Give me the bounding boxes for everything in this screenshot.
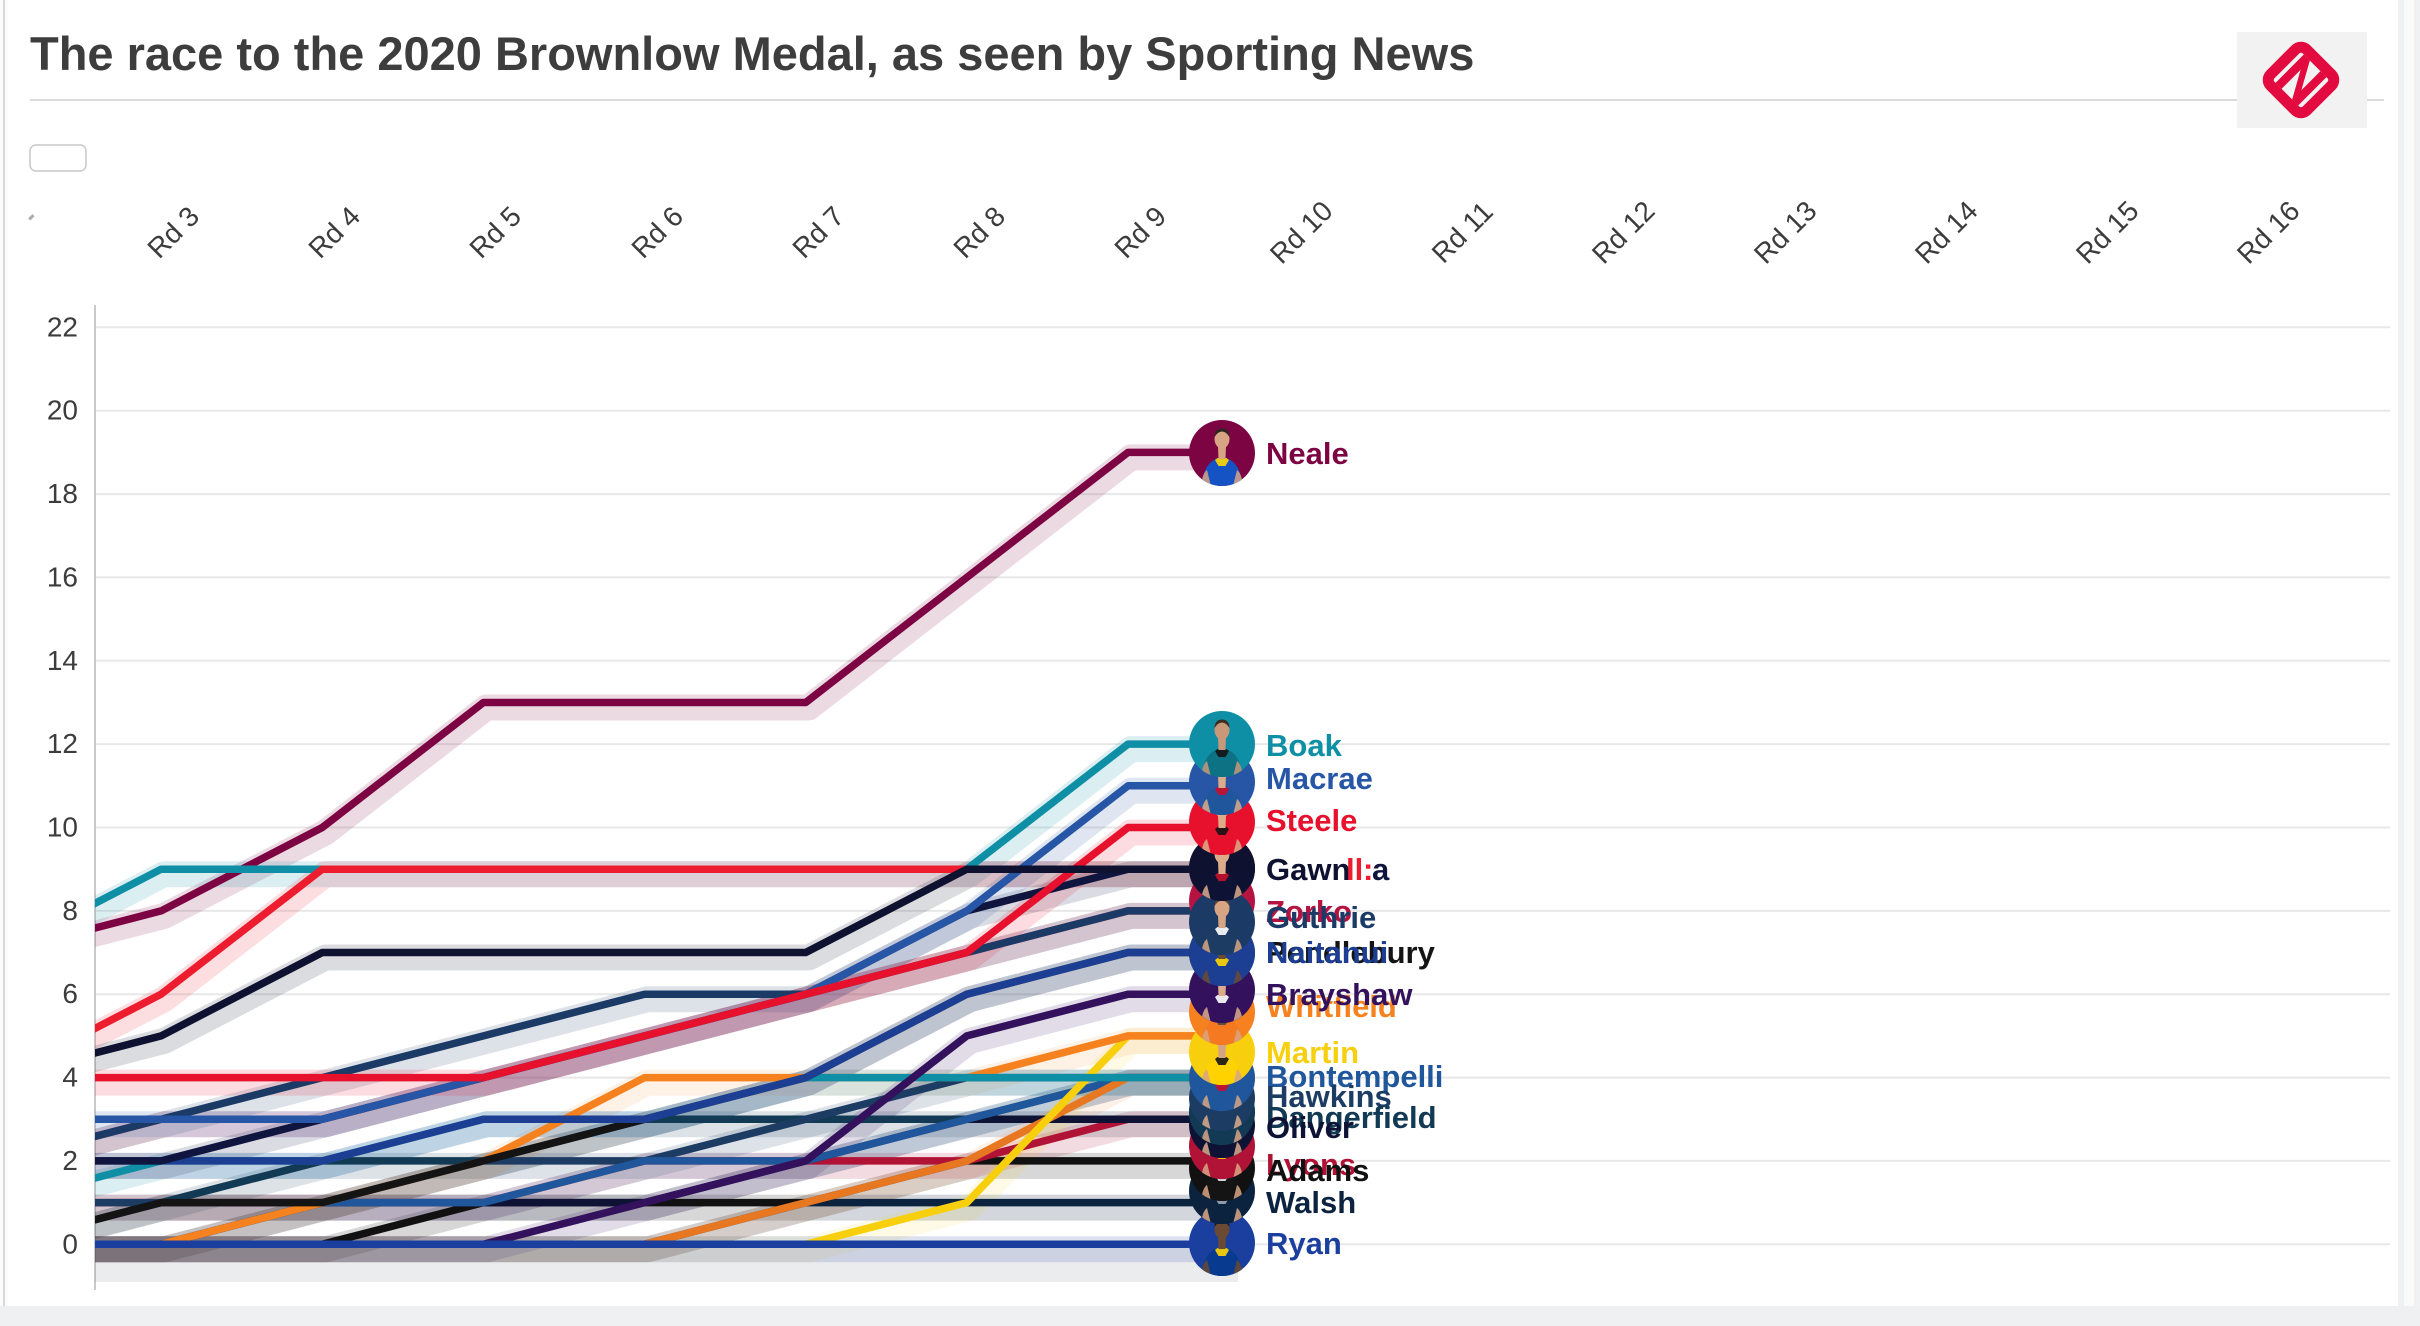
svg-text:The race to the 2020 Brownlow: The race to the 2020 Brownlow Medal, as … [30,27,1474,80]
svg-text:20: 20 [47,395,78,426]
svg-text:Ryan: Ryan [1266,1226,1342,1261]
svg-text:6: 6 [62,978,78,1009]
svg-text:16: 16 [47,561,78,592]
svg-text:4: 4 [62,1062,78,1093]
svg-text:a: a [1372,852,1390,887]
svg-text:Martin: Martin [1266,1035,1359,1070]
svg-text:Naitanui: Naitanui [1266,935,1388,970]
svg-text:Hawkins: Hawkins [1266,1079,1392,1114]
svg-text:Gawn: Gawn [1266,852,1350,887]
svg-text:Pendlebury: Pendlebury [1266,935,1436,970]
svg-text:Boak: Boak [1266,728,1343,763]
svg-text:Whitfield: Whitfield [1266,989,1397,1024]
svg-text:Macrae: Macrae [1266,761,1373,796]
svg-text:Zorko: Zorko [1266,894,1352,929]
svg-text:18: 18 [47,478,78,509]
svg-text:22: 22 [47,311,78,342]
svg-text:10: 10 [47,812,78,843]
svg-text:Oliver: Oliver [1266,1110,1354,1145]
svg-text:Lyons: Lyons [1266,1147,1356,1182]
svg-text:14: 14 [47,645,78,676]
svg-text:Bontempelli: Bontempelli [1266,1059,1443,1094]
svg-text:Adams: Adams [1266,1153,1369,1188]
svg-text:Dangerfield: Dangerfield [1266,1100,1437,1135]
svg-text:12: 12 [47,728,78,759]
svg-text:Brayshaw: Brayshaw [1266,977,1413,1012]
svg-text:8: 8 [62,895,78,926]
svg-text::: : [1363,852,1373,887]
svg-text:2: 2 [62,1145,78,1176]
svg-text:0: 0 [62,1228,78,1259]
svg-text:Walsh: Walsh [1266,1185,1356,1220]
svg-text:Steele: Steele [1266,803,1357,838]
svg-text:Neale: Neale [1266,436,1349,471]
svg-text:Guthrie: Guthrie [1266,900,1376,935]
svg-text:ll: ll [1346,852,1363,887]
